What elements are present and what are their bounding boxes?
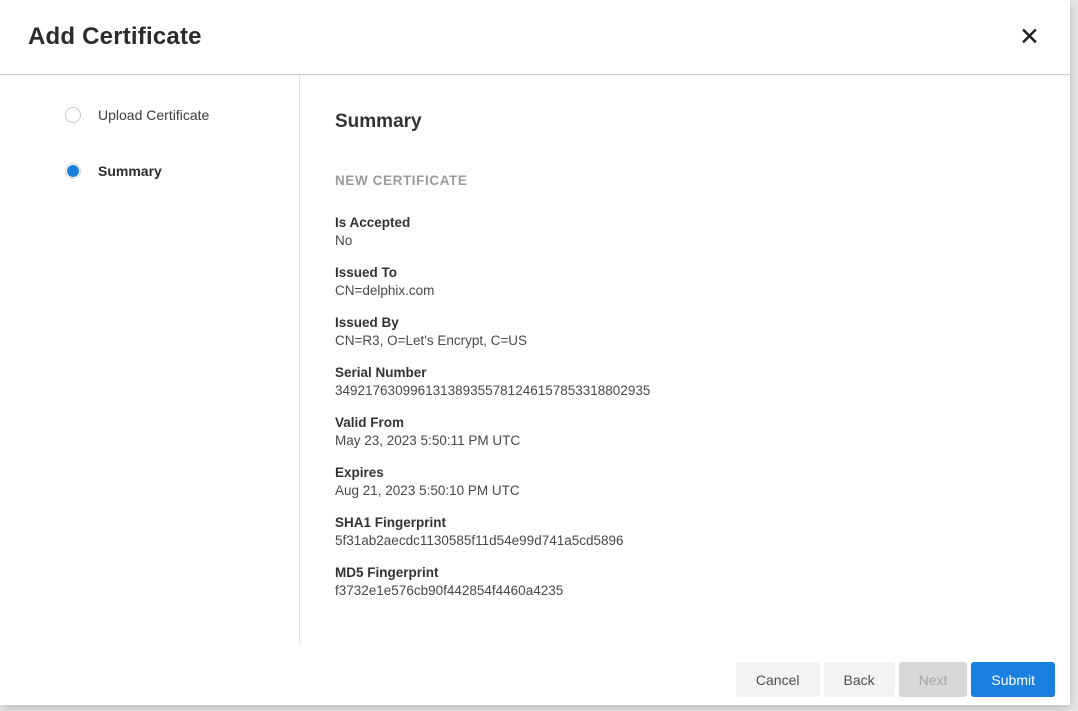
field-label: MD5 Fingerprint bbox=[335, 565, 439, 580]
field-label: Expires bbox=[335, 465, 384, 480]
radio-icon bbox=[65, 163, 81, 179]
field-label: Issued To bbox=[335, 265, 398, 280]
stepper-step-summary[interactable]: Summary bbox=[0, 163, 299, 179]
back-button[interactable]: Back bbox=[823, 662, 895, 697]
certificate-fields: Is Accepted No Issued To CN=delphix.com … bbox=[335, 214, 1030, 600]
field-value: 3492176309961313893557812461578533188029… bbox=[335, 383, 651, 398]
certificate-field: MD5 Fingerprint f3732e1e576cb90f442854f4… bbox=[335, 564, 1030, 600]
field-value: No bbox=[335, 233, 353, 248]
field-label: Serial Number bbox=[335, 365, 427, 380]
submit-button[interactable]: Submit bbox=[971, 662, 1055, 697]
certificate-field: Expires Aug 21, 2023 5:50:10 PM UTC bbox=[335, 464, 1030, 500]
certificate-field: Issued By CN=R3, O=Let's Encrypt, C=US bbox=[335, 314, 1030, 350]
field-value: 5f31ab2aecdc1130585f11d54e99d741a5cd5896 bbox=[335, 533, 624, 548]
field-value: May 23, 2023 5:50:11 PM UTC bbox=[335, 433, 521, 448]
cancel-button[interactable]: Cancel bbox=[735, 662, 820, 697]
summary-panel: Summary NEW CERTIFICATE Is Accepted No I… bbox=[300, 75, 1070, 643]
certificate-field: Is Accepted No bbox=[335, 214, 1030, 250]
dialog-title: Add Certificate bbox=[28, 23, 202, 50]
summary-heading: Summary bbox=[335, 111, 422, 132]
field-value: CN=R3, O=Let's Encrypt, C=US bbox=[335, 333, 528, 348]
stepper-step-upload-certificate[interactable]: Upload Certificate bbox=[0, 107, 299, 123]
field-label: Is Accepted bbox=[335, 215, 411, 230]
stepper-step-label: Summary bbox=[98, 163, 162, 179]
new-certificate-section-title: NEW CERTIFICATE bbox=[335, 173, 468, 188]
radio-icon bbox=[65, 107, 81, 123]
field-value: f3732e1e576cb90f442854f4460a4235 bbox=[335, 583, 564, 598]
certificate-field: Valid From May 23, 2023 5:50:11 PM UTC bbox=[335, 414, 1030, 450]
certificate-field: Serial Number 34921763099613138935578124… bbox=[335, 364, 1030, 400]
certificate-field: Issued To CN=delphix.com bbox=[335, 264, 1030, 300]
dialog-header: Add Certificate ✕ bbox=[0, 0, 1070, 75]
stepper-step-label: Upload Certificate bbox=[98, 107, 210, 123]
wizard-stepper: Upload Certificate Summary bbox=[0, 75, 300, 643]
dialog-footer: Cancel Back Next Submit bbox=[0, 643, 1070, 705]
field-value: CN=delphix.com bbox=[335, 283, 435, 298]
field-value: Aug 21, 2023 5:50:10 PM UTC bbox=[335, 483, 520, 498]
close-icon[interactable]: ✕ bbox=[1011, 21, 1048, 54]
field-label: SHA1 Fingerprint bbox=[335, 515, 447, 530]
next-button[interactable]: Next bbox=[898, 662, 968, 697]
certificate-field: SHA1 Fingerprint 5f31ab2aecdc1130585f11d… bbox=[335, 514, 1030, 550]
field-label: Valid From bbox=[335, 415, 405, 430]
dialog-body: Upload Certificate Summary Summary NEW C… bbox=[0, 75, 1070, 643]
field-label: Issued By bbox=[335, 315, 399, 330]
